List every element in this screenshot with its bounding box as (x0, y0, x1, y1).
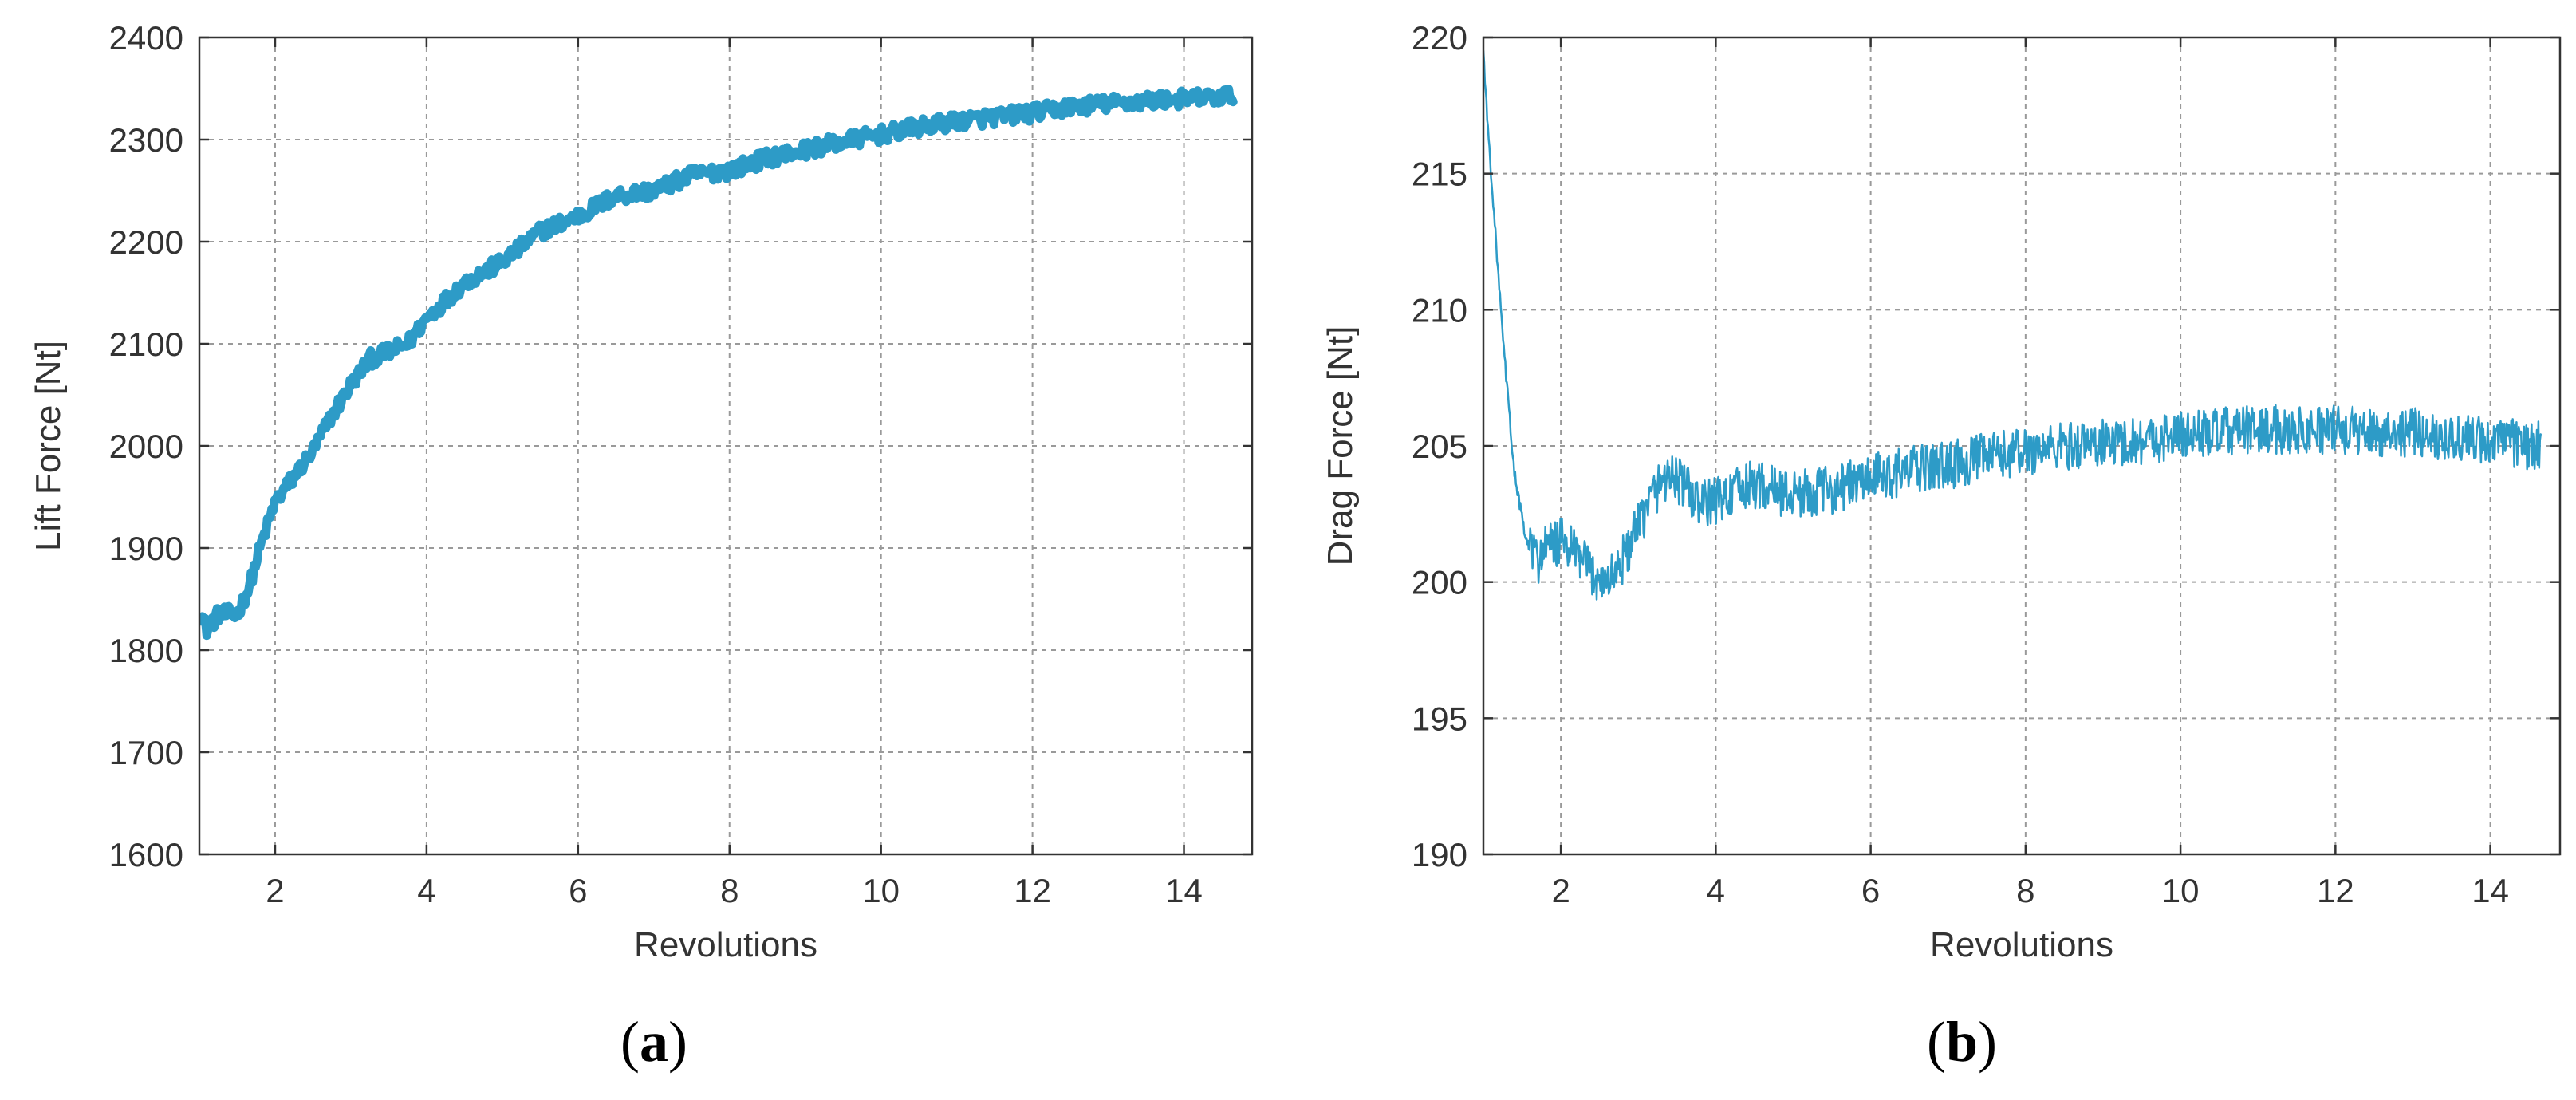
x-tick-label: 2 (1551, 872, 1570, 909)
data-line-b (1483, 49, 2542, 601)
y-tick-label: 1900 (109, 530, 183, 567)
chart-panel-b: 2 4 6 8 10 12 14 190 195 200 205 210 215 220 Revolutio… (1321, 19, 2562, 1074)
y-tick-label: 2000 (109, 428, 183, 465)
y-axis-label: Drag Force [Nt] (1321, 326, 1360, 566)
chart-panel-a: 2 4 6 8 10 12 14 1600 1700 1800 1900 2000 2100 2200 23… (29, 19, 1254, 1074)
y-tick-label: 2400 (109, 19, 183, 57)
y-tick-label: 200 (1412, 564, 1467, 601)
y-tick-label: 2200 (109, 223, 183, 261)
x-tick-label: 8 (720, 872, 739, 909)
x-tick-label: 4 (1707, 872, 1725, 909)
x-tick-label: 14 (2472, 872, 2509, 909)
x-tick-label: 10 (862, 872, 900, 909)
y-tick-label: 1700 (109, 734, 183, 771)
y-tick-label: 190 (1412, 836, 1467, 873)
y-tick-label: 215 (1412, 156, 1467, 193)
x-tick-label: 6 (1861, 872, 1880, 909)
y-tick-label: 2300 (109, 121, 183, 159)
x-tick-label: 12 (1014, 872, 1051, 909)
x-tick-label: 6 (569, 872, 587, 909)
x-axis-label: Revolutions (1930, 925, 2113, 964)
x-tick-label: 4 (417, 872, 435, 909)
panel-label: (b) (1927, 1010, 1997, 1074)
data-line-a (199, 85, 1238, 641)
panel-letter: b (1946, 1010, 1978, 1074)
x-tick-label: 8 (2016, 872, 2034, 909)
x-tick-label: 2 (266, 872, 284, 909)
x-tick-label: 10 (2162, 872, 2200, 909)
x-tick-label: 12 (2317, 872, 2354, 909)
panel-label: (a) (620, 1010, 687, 1074)
y-tick-label: 205 (1412, 428, 1467, 465)
y-tick-label: 195 (1412, 700, 1467, 737)
y-tick-label: 1600 (109, 836, 183, 873)
y-tick-label: 210 (1412, 291, 1467, 329)
y-tick-label: 2100 (109, 325, 183, 363)
x-tick-label: 14 (1165, 872, 1203, 909)
panel-letter: a (640, 1010, 668, 1074)
y-tick-label: 220 (1412, 19, 1467, 57)
y-tick-label: 1800 (109, 632, 183, 669)
x-axis-label: Revolutions (634, 925, 817, 964)
y-axis-label: Lift Force [Nt] (29, 341, 68, 551)
